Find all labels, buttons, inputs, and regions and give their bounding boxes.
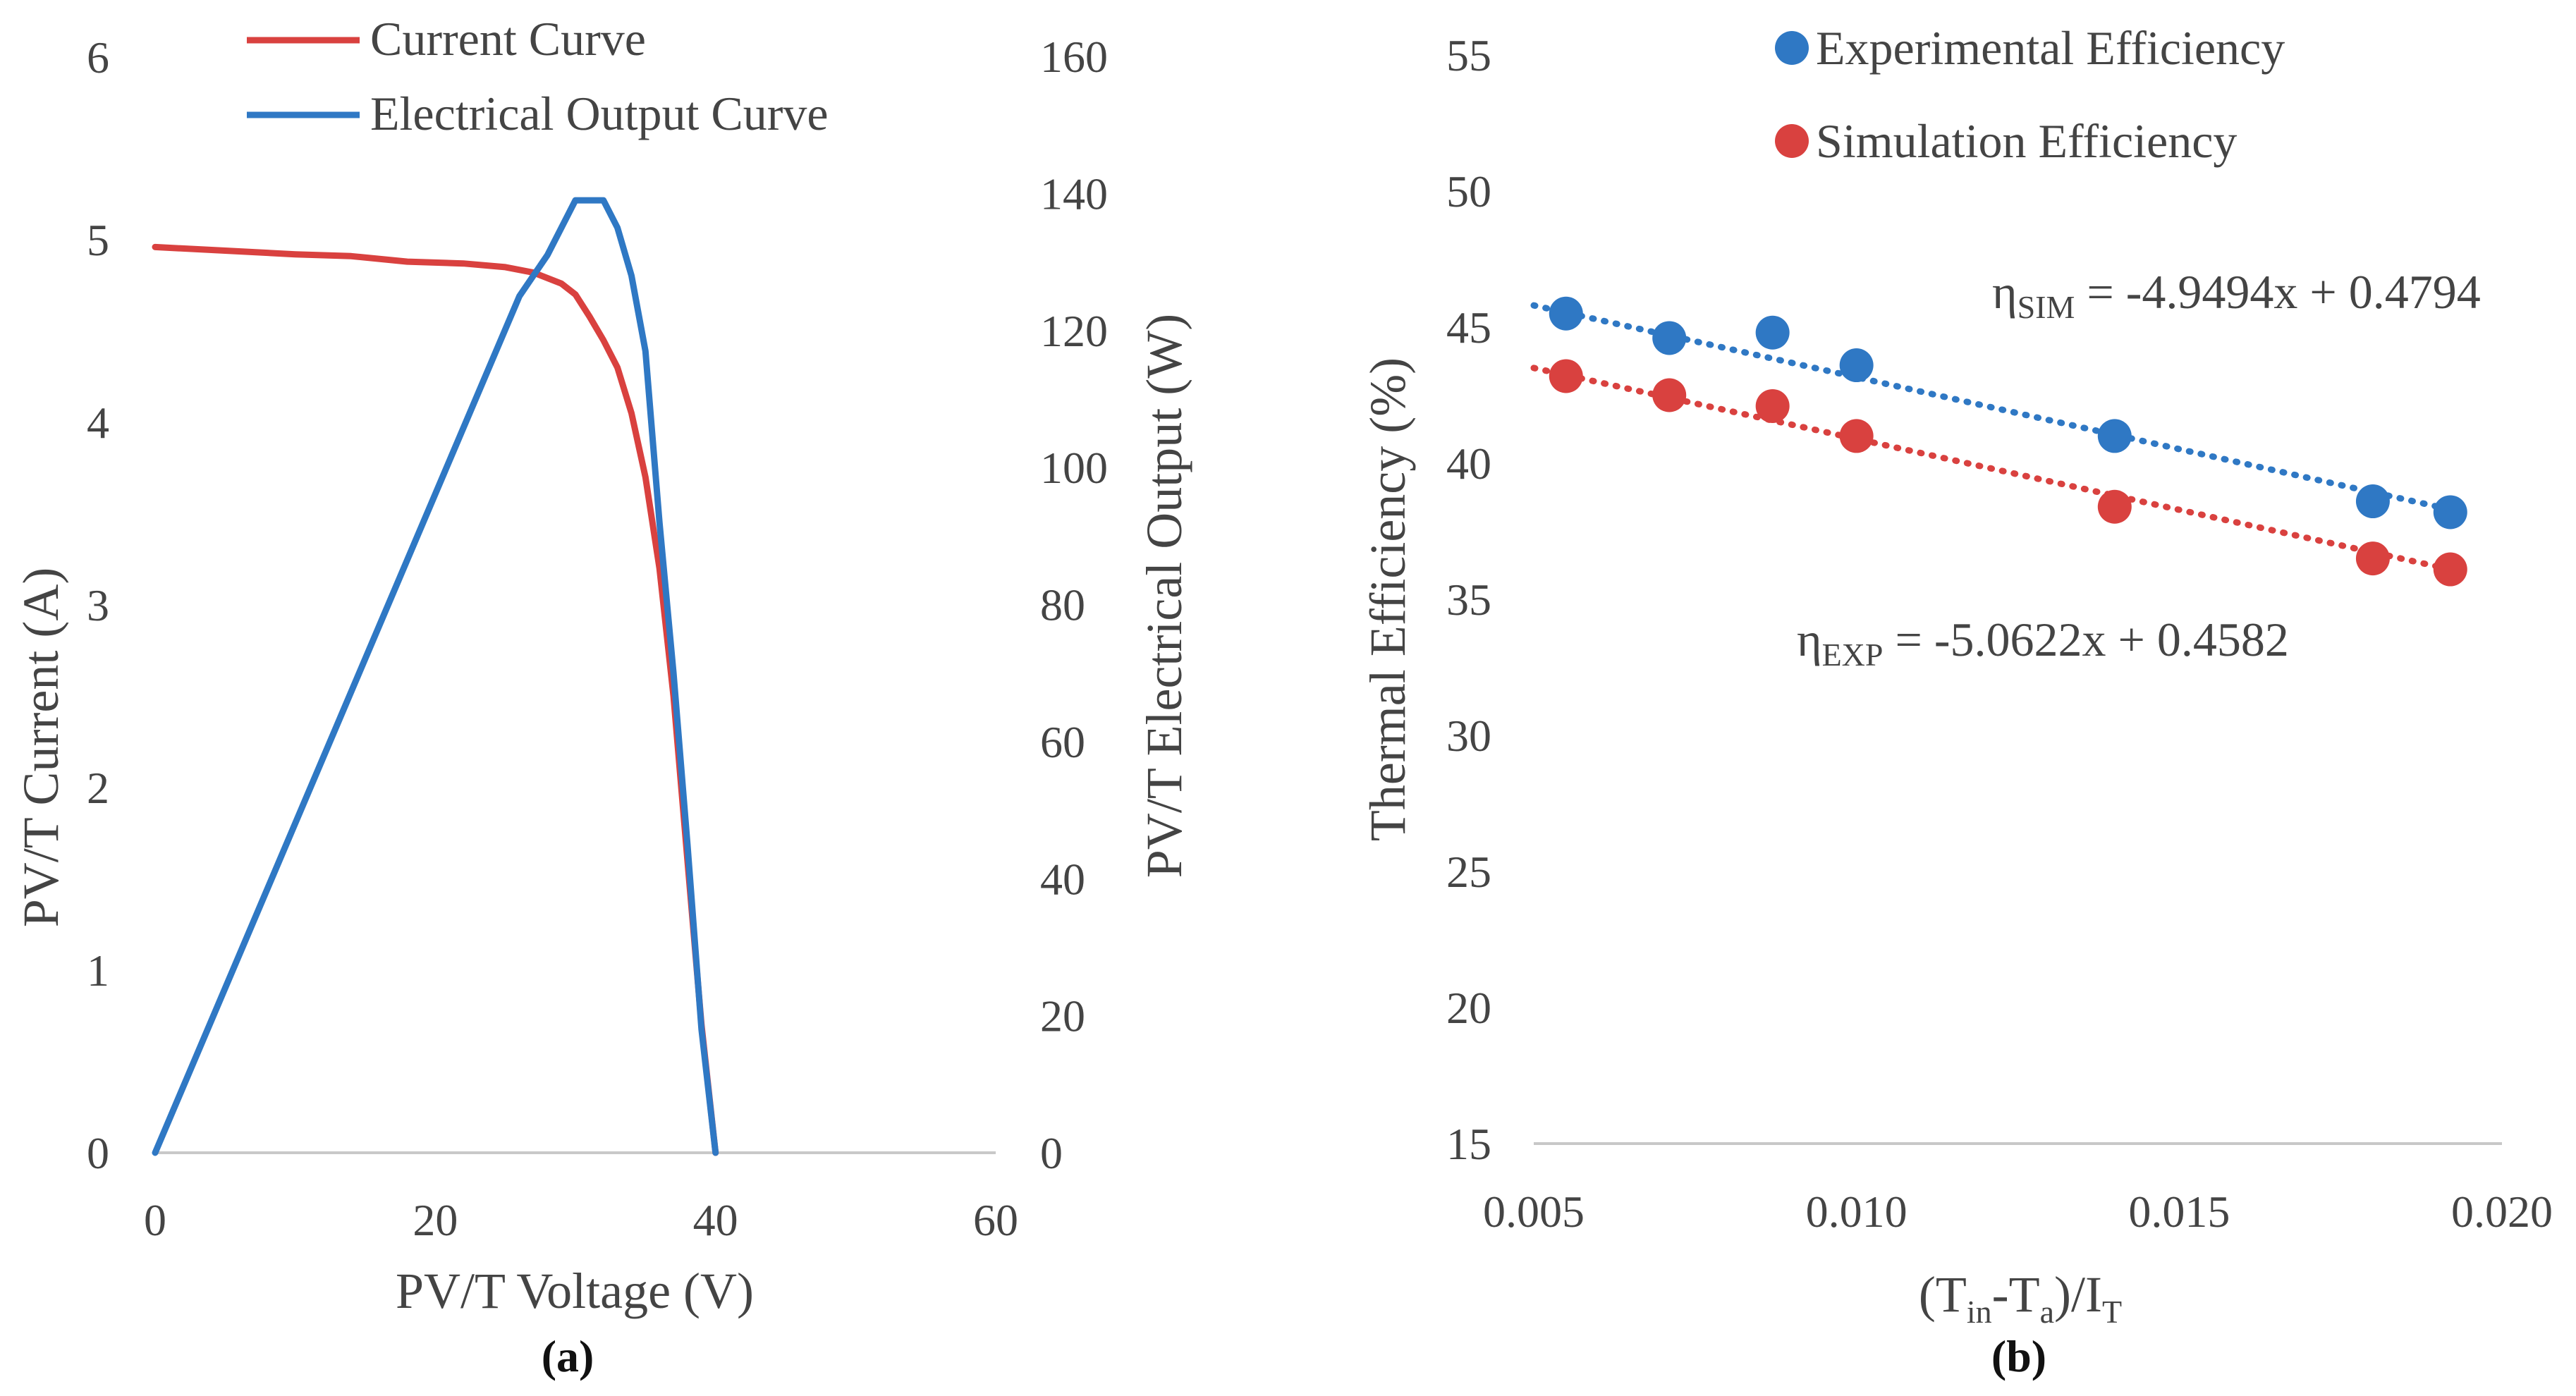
panel-a-y2-tick-label: 0: [1040, 1128, 1063, 1178]
panel-a-y-tick-label: 4: [87, 398, 109, 448]
panel-b-x-tick-label: 0.010: [1806, 1187, 1907, 1237]
panel-b-y-tick-label: 25: [1446, 847, 1491, 897]
panel-a-y2-tick-label: 140: [1040, 169, 1108, 219]
simulation-trendline: [1530, 365, 2454, 573]
panel-a-x-tick-label: 40: [693, 1195, 738, 1245]
panel-a-y2-tick-label: 60: [1040, 717, 1085, 767]
current-curve-line: [152, 243, 719, 1156]
simulation-point: [1549, 359, 1583, 393]
panel-b-legend: Experimental Efficiency Simulation Effic…: [1775, 21, 2285, 168]
panel-a-label: (a): [542, 1331, 594, 1381]
panel-a-y2-tick-label: 100: [1040, 443, 1108, 493]
panel-b-y-tick-label: 45: [1446, 302, 1491, 353]
panel-b-y-tick-label: 20: [1446, 983, 1491, 1033]
simulation-point: [2097, 489, 2132, 524]
experimental-point: [2097, 419, 2132, 453]
panel-a-y-tick-label: 0: [87, 1128, 109, 1178]
panel-a-chart: 0 20 40 60 0 1 2 3 4 5 6 0 20 40 60 80 100 120 140 160 PV…: [13, 12, 1192, 1381]
electrical-output-curve-line: [152, 197, 719, 1156]
panel-a-y2-axis-title: PV/T Electrical Output (W): [1136, 314, 1192, 878]
panel-a-y2-tick-label: 160: [1040, 32, 1108, 82]
simulation-point: [1755, 388, 1790, 423]
legend-simulation-marker: [1775, 124, 1809, 158]
panel-a-y-ticks: 0 1 2 3 4 5 6: [87, 32, 109, 1178]
panel-a-y2-ticks: 0 20 40 60 80 100 120 140 160: [1040, 32, 1108, 1178]
panel-b-x-tick-label: 0.015: [2128, 1187, 2230, 1237]
legend-simulation-label: Simulation Efficiency: [1816, 114, 2237, 168]
panel-b-y-axis-title: Thermal Efficiency (%): [1360, 357, 1416, 841]
panel-b-y-tick-label: 30: [1446, 711, 1491, 761]
simulation-point: [2433, 552, 2467, 587]
panel-b-y-tick-label: 50: [1446, 166, 1491, 216]
experimental-point: [1755, 315, 1790, 350]
panel-b-y-tick-label: 15: [1446, 1119, 1491, 1169]
panel-a-y-tick-label: 6: [87, 32, 109, 82]
simulation-point: [1652, 378, 1687, 412]
panel-b-x-ticks: 0.005 0.010 0.015 0.020: [1483, 1187, 2553, 1237]
panel-b-x-tick-label: 0.020: [2451, 1187, 2553, 1237]
panel-a-y2-tick-label: 20: [1040, 991, 1085, 1041]
experimental-point: [2433, 495, 2467, 529]
panel-a-y-tick-label: 3: [87, 580, 109, 630]
panel-b-y-tick-label: 35: [1446, 575, 1491, 625]
panel-b-y-tick-label: 55: [1446, 30, 1491, 80]
panel-b-y-ticks: 15 20 25 30 35 40 45 50 55: [1446, 30, 1491, 1169]
legend-experimental-marker: [1775, 31, 1809, 65]
panel-a-y-tick-label: 5: [87, 215, 109, 265]
panel-a-y-tick-label: 1: [87, 945, 109, 996]
legend-current-curve-label: Current Curve: [370, 12, 646, 66]
panel-a-y-tick-label: 2: [87, 763, 109, 813]
panel-a-x-tick-label: 60: [973, 1195, 1018, 1245]
panel-a-y2-tick-label: 80: [1040, 580, 1085, 630]
panel-a-x-tick-label: 0: [144, 1195, 166, 1245]
experimental-point: [2355, 484, 2390, 519]
panel-a-y2-tick-label: 120: [1040, 306, 1108, 356]
panel-a-x-axis-title: PV/T Voltage (V): [396, 1263, 754, 1319]
simulation-point: [1839, 419, 1874, 453]
panel-a-y2-tick-label: 40: [1040, 854, 1085, 904]
panel-b-label: (b): [1991, 1331, 2046, 1381]
panel-b-series: [1530, 296, 2467, 587]
legend-experimental-label: Experimental Efficiency: [1816, 21, 2285, 75]
experimental-point: [1839, 348, 1874, 383]
panel-a-y-axis-title: PV/T Current (A): [13, 568, 69, 928]
experimental-trendline: [1530, 302, 2454, 513]
experimental-point: [1652, 321, 1687, 355]
panel-a-x-tick-label: 20: [413, 1195, 458, 1245]
panel-a-x-ticks: 0 20 40 60: [144, 1195, 1018, 1245]
panel-b-chart: 0.005 0.010 0.015 0.020 152025303540455055 …: [1360, 21, 2553, 1381]
equation-sim: ηSIM = -4.9494x + 0.4794: [1992, 265, 2481, 325]
simulation-point: [2355, 541, 2390, 576]
panel-b-x-axis-title: (Tin-Ta)/IT: [1919, 1266, 2122, 1330]
legend-electrical-output-label: Electrical Output Curve: [370, 87, 829, 140]
panel-a-legend: Current Curve Electrical Output Curve: [247, 12, 829, 140]
equation-exp: ηEXP = -5.0622x + 0.4582: [1797, 613, 2289, 673]
panel-b-x-tick-label: 0.005: [1483, 1187, 1585, 1237]
experimental-point: [1549, 296, 1583, 331]
panel-b-y-tick-label: 40: [1446, 439, 1491, 489]
panel-a-series: [152, 197, 719, 1156]
